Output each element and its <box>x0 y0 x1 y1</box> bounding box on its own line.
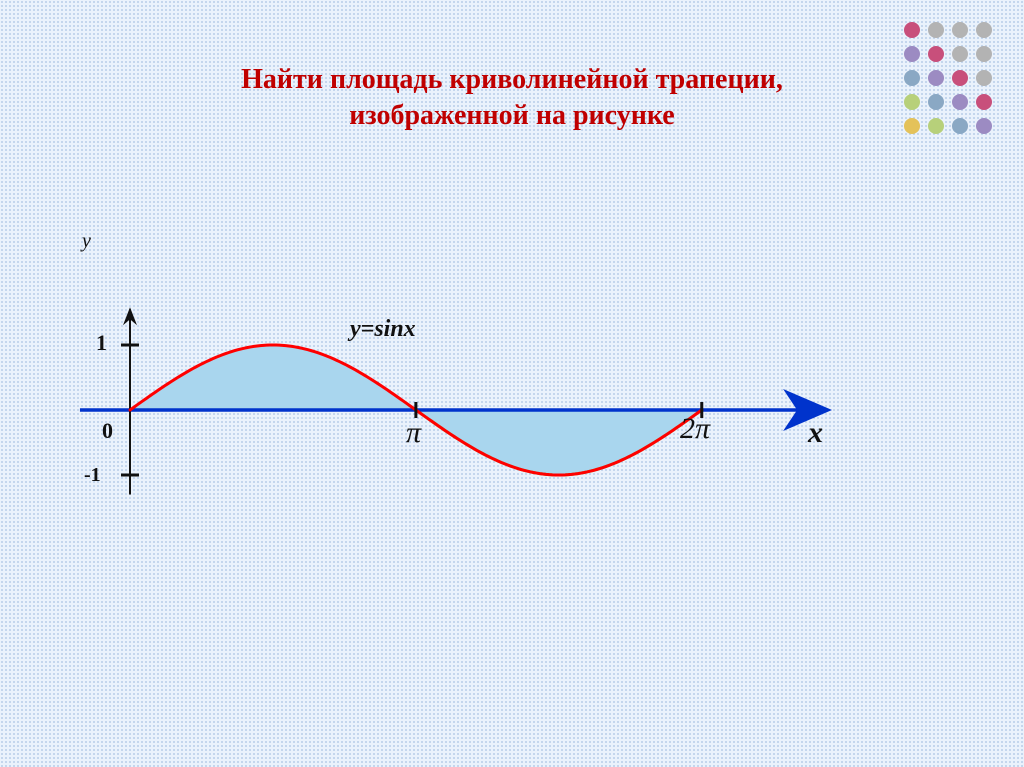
decorative-dot <box>928 46 944 62</box>
decorative-dot <box>928 22 944 38</box>
decorative-dot <box>952 46 968 62</box>
y-tick-negative-1: -1 <box>84 464 101 487</box>
decorative-dot <box>904 46 920 62</box>
title-line-1: Найти площадь криволинейной трапеции, <box>0 62 1024 98</box>
decorative-dot <box>952 22 968 38</box>
x-tick-two-pi: 2π <box>680 412 710 446</box>
slide-title: Найти площадь криволинейной трапеции, из… <box>0 62 1024 134</box>
title-line-2: изображенной на рисунке <box>0 98 1024 134</box>
origin-label: 0 <box>102 418 113 444</box>
sine-chart: y x 1 -1 0 y=sinx π 2π <box>60 220 880 560</box>
x-axis-label: x <box>808 416 823 450</box>
x-tick-pi: π <box>406 416 421 450</box>
chart-svg <box>60 220 880 560</box>
y-tick-positive-1: 1 <box>96 330 107 356</box>
decorative-dot <box>976 46 992 62</box>
decorative-dot <box>976 22 992 38</box>
y-axis-label: y <box>82 230 91 253</box>
function-label: y=sinx <box>350 316 416 343</box>
decorative-dot <box>904 22 920 38</box>
